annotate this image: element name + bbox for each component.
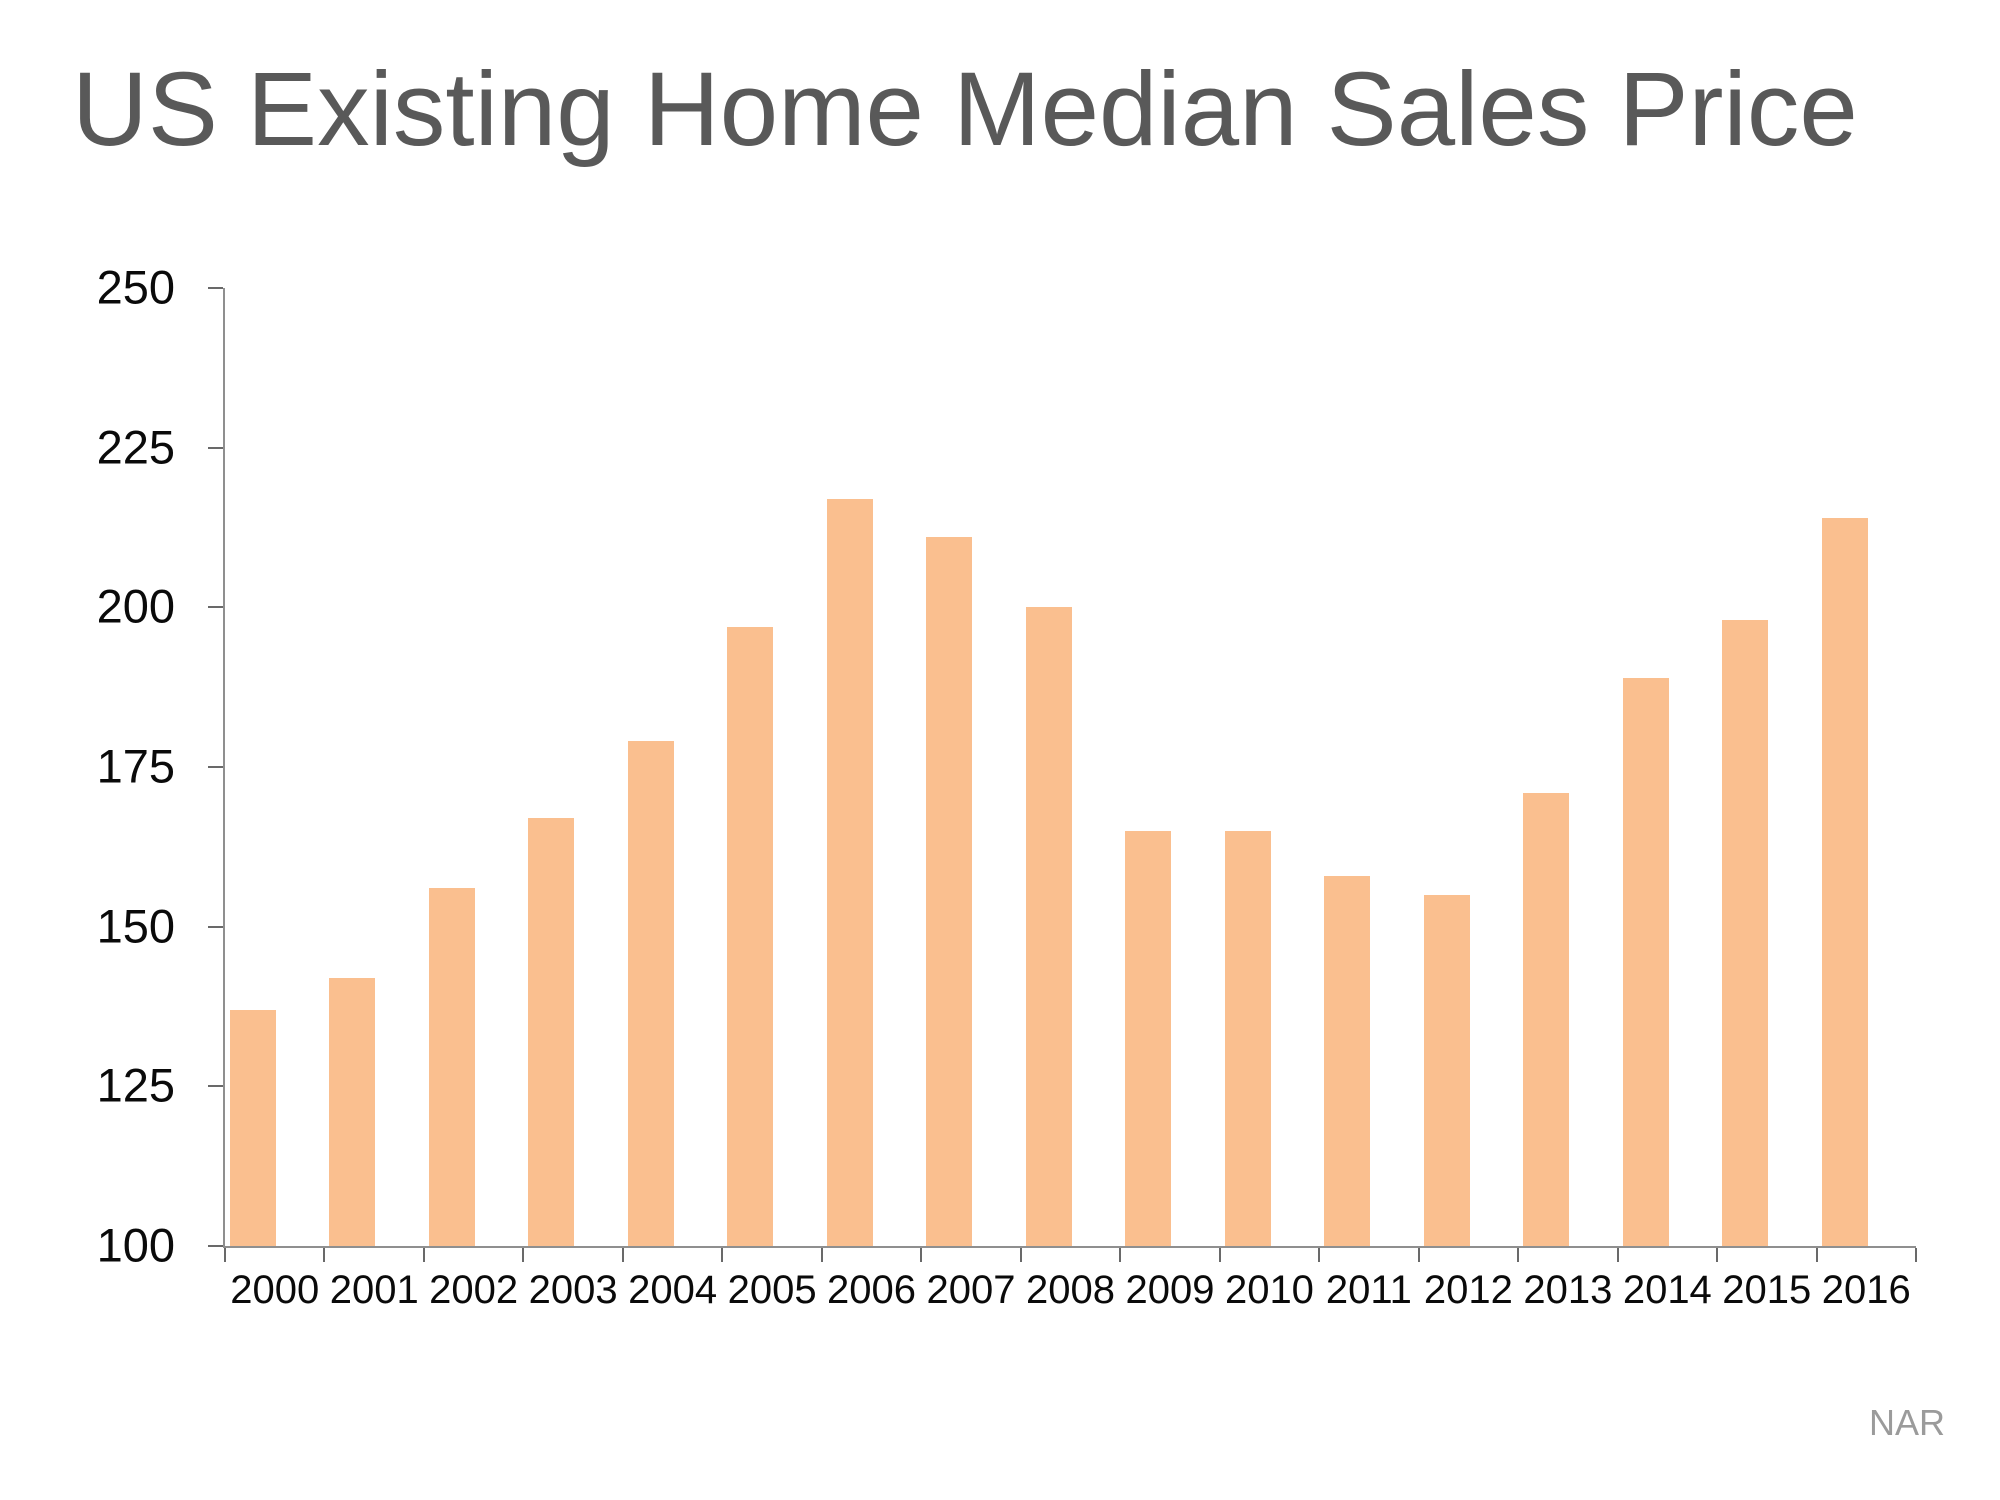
x-label-2003: 2003 <box>528 1268 618 1312</box>
x-label-2011: 2011 <box>1325 1268 1412 1312</box>
x-label-2001: 2001 <box>329 1268 419 1312</box>
bar-2011 <box>1324 875 1371 1246</box>
x-label-2000: 2000 <box>230 1268 320 1312</box>
x-tick <box>1616 1248 1619 1262</box>
bar-2003 <box>528 818 575 1246</box>
y-tick-label: 125 <box>96 1058 175 1112</box>
x-label-2010: 2010 <box>1224 1268 1314 1312</box>
bar-2004 <box>627 741 674 1246</box>
x-tick <box>323 1248 326 1262</box>
x-tick <box>1218 1248 1221 1262</box>
x-tick <box>1716 1248 1719 1262</box>
bar-2012 <box>1423 894 1470 1246</box>
y-tick-label: 175 <box>96 739 175 793</box>
bar-2008 <box>1025 607 1072 1246</box>
bar-2009 <box>1125 830 1172 1246</box>
y-tick <box>208 1245 223 1247</box>
y-tick-label: 150 <box>96 899 175 953</box>
bar-2014 <box>1622 677 1669 1246</box>
x-tick <box>820 1248 823 1262</box>
x-tick <box>1915 1248 1917 1262</box>
x-label-2002: 2002 <box>429 1268 519 1312</box>
y-tick <box>208 446 223 449</box>
y-axis <box>223 288 225 1248</box>
y-tick-label: 225 <box>96 420 175 474</box>
bar-2002 <box>428 888 475 1246</box>
x-tick <box>224 1248 226 1262</box>
chart-title: US Existing Home Median Sales Price <box>72 51 1858 168</box>
source-label: NAR <box>1868 1402 1945 1443</box>
x-label-2007: 2007 <box>926 1268 1016 1312</box>
y-tick <box>208 606 223 609</box>
y-tick-label: 100 <box>96 1218 175 1272</box>
bar-2006 <box>826 498 873 1246</box>
x-tick <box>422 1248 425 1262</box>
x-label-2012: 2012 <box>1423 1268 1513 1312</box>
bar-2000 <box>230 1009 276 1246</box>
x-tick <box>1815 1248 1818 1262</box>
y-tick <box>208 287 223 289</box>
y-tick <box>208 1085 223 1088</box>
plot-area: 250 225 200 175 150 125 100 2000 2001 2002 2003 20… <box>97 260 1917 1312</box>
y-tick-label: 250 <box>96 260 175 314</box>
x-label-2006: 2006 <box>827 1268 917 1312</box>
x-label-2014: 2014 <box>1622 1268 1712 1312</box>
x-label-2015: 2015 <box>1722 1268 1812 1312</box>
x-tick <box>920 1248 923 1262</box>
bar-2001 <box>329 977 376 1246</box>
x-tick <box>522 1248 525 1262</box>
x-tick <box>1517 1248 1520 1262</box>
y-tick <box>208 766 223 768</box>
x-label-2016: 2016 <box>1821 1268 1911 1312</box>
bar-2010 <box>1224 830 1271 1246</box>
x-tick <box>1019 1248 1022 1262</box>
x-label-2008: 2008 <box>1026 1268 1115 1312</box>
x-tick <box>1417 1248 1420 1262</box>
y-tick-label: 200 <box>96 579 175 633</box>
x-tick <box>721 1248 724 1262</box>
bar-2007 <box>926 537 973 1246</box>
bar-2015 <box>1722 620 1769 1246</box>
y-tick <box>208 925 223 928</box>
bar-2005 <box>727 626 774 1246</box>
x-axis <box>223 1246 1916 1248</box>
x-tick <box>1318 1248 1321 1262</box>
bar-2016 <box>1821 517 1868 1246</box>
x-tick <box>621 1248 624 1262</box>
x-label-2013: 2013 <box>1523 1268 1613 1312</box>
x-tick <box>1119 1248 1122 1262</box>
x-label-2009: 2009 <box>1125 1268 1215 1312</box>
x-label-2004: 2004 <box>628 1268 718 1312</box>
bar-2013 <box>1523 792 1570 1246</box>
x-label-2005: 2005 <box>727 1268 817 1312</box>
